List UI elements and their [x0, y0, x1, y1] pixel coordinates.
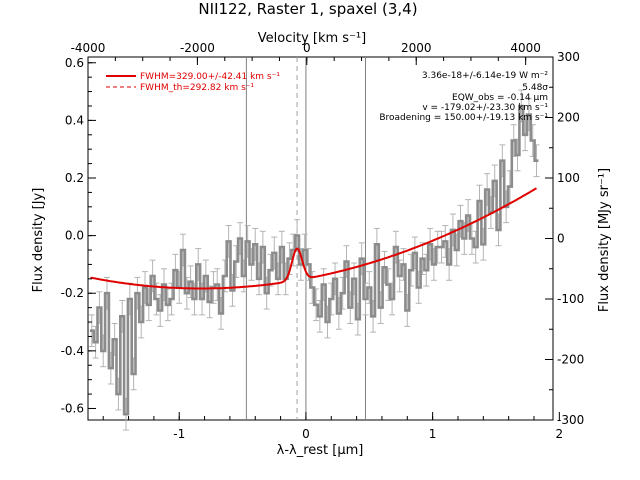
top-tick-label: -2000: [180, 41, 215, 55]
right-tick-label: -300: [557, 413, 584, 427]
chart-title: NII122, Raster 1, spaxel (3,4): [198, 0, 417, 18]
line-flux-annotation: 3.36e-18+/-6.14e-19 W m⁻²: [422, 71, 549, 81]
axis-ticks: -1 0 1 2-0.6-0.4-0.20.00.20.40.6-4000 -2000 0…: [61, 41, 585, 441]
fit-annotations: 3.36e-18+/-6.14e-19 W m⁻² 5.48σ EQW_obs …: [379, 71, 548, 123]
top-tick-label: -4000: [71, 41, 106, 55]
top-axis-label: Velocity [km s⁻¹]: [258, 31, 366, 46]
y-axis-label: Flux density [Jy]: [31, 188, 46, 293]
top-tick-label: 0: [303, 41, 311, 55]
right-tick-label: -100: [557, 292, 584, 306]
right-tick-label: 100: [557, 171, 580, 185]
top-tick-label: 4000: [510, 41, 541, 55]
y-tick-label: -0.2: [61, 286, 84, 300]
y-tick-label: 0.6: [65, 56, 84, 70]
y-tick-label: -0.4: [61, 344, 84, 358]
eqw-annotation: EQW_obs = -0.14 μm: [452, 93, 548, 103]
x-axis-label: λ-λ_rest [μm]: [277, 443, 364, 458]
y-tick-label: 0.2: [65, 171, 84, 185]
reference-lines: [245, 57, 366, 420]
velocity-annotation: v = -179.02+/-23.30 km s⁻¹: [422, 103, 548, 113]
legend-entry-fwhm-th: FWHM_th=292.82 km s⁻¹: [140, 83, 255, 93]
top-tick-label: 2000: [401, 41, 432, 55]
x-tick-label: 1: [429, 427, 437, 441]
significance-annotation: 5.48σ: [522, 83, 548, 93]
y-tick-label: 0.0: [65, 229, 84, 243]
right-axis-label: Flux density [MJy sr⁻¹]: [597, 168, 612, 312]
data-series-line: [89, 104, 539, 416]
x-tick-label: -1: [173, 427, 185, 441]
right-tick-label: 300: [557, 50, 580, 64]
legend-entry-fwhm: FWHM=329.00+/-42.41 km s⁻¹: [140, 72, 280, 82]
right-tick-label: 200: [557, 111, 580, 125]
error-bars: [88, 89, 540, 431]
right-tick-label: -200: [557, 353, 584, 367]
legend: FWHM=329.00+/-42.41 km s⁻¹ FWHM_th=292.8…: [106, 72, 280, 93]
x-tick-label: 0: [302, 427, 310, 441]
y-tick-label: -0.6: [61, 401, 84, 415]
y-tick-label: 0.4: [65, 113, 84, 127]
broadening-annotation: Broadening = 150.00+/-19.13 km s⁻¹: [379, 113, 548, 123]
model-fit-line: [90, 187, 538, 290]
x-tick-label: 2: [556, 427, 564, 441]
right-tick-label: 0: [557, 232, 565, 246]
